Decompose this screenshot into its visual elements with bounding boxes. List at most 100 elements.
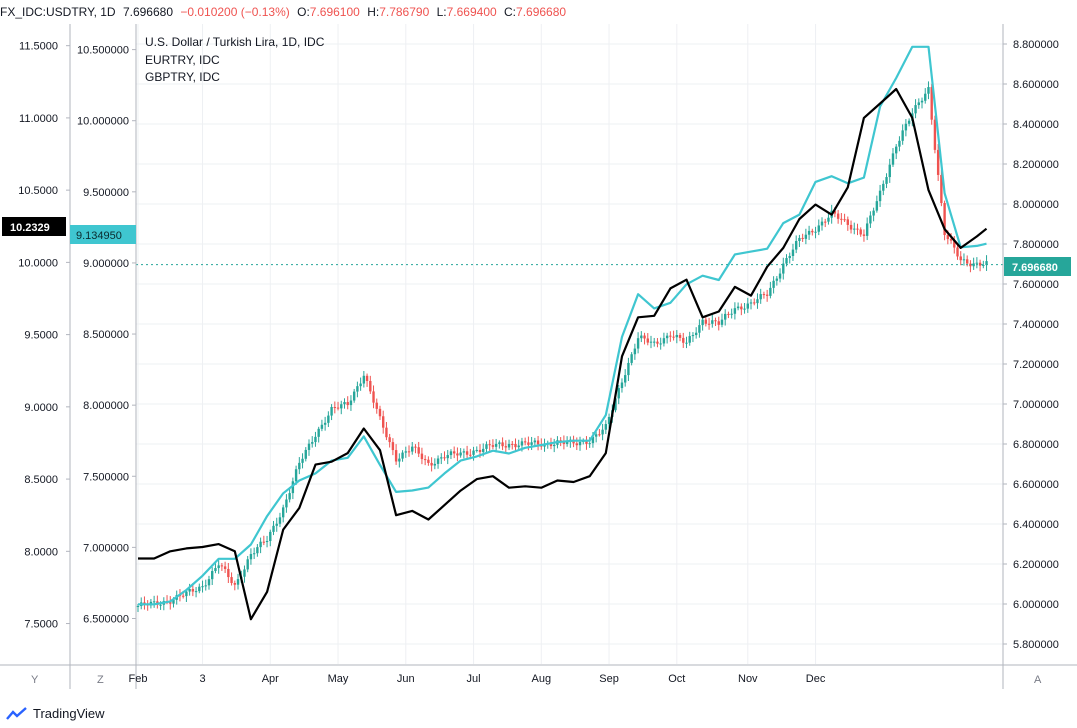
candle-body[interactable] bbox=[188, 588, 191, 592]
candle-body[interactable] bbox=[211, 571, 214, 580]
candle-body[interactable] bbox=[265, 541, 269, 543]
candle-body[interactable] bbox=[243, 569, 246, 577]
candle-body[interactable] bbox=[827, 217, 830, 222]
candle-body[interactable] bbox=[833, 210, 837, 214]
candle-body[interactable] bbox=[930, 87, 933, 120]
candle-body[interactable] bbox=[601, 429, 604, 435]
candle-body[interactable] bbox=[217, 565, 220, 569]
candle-body[interactable] bbox=[840, 218, 843, 220]
candle-body[interactable] bbox=[804, 234, 808, 239]
candle-body[interactable] bbox=[394, 450, 398, 462]
candle-body[interactable] bbox=[553, 444, 556, 447]
candle-body[interactable] bbox=[685, 342, 688, 344]
candle-body[interactable] bbox=[223, 566, 227, 569]
candle-body[interactable] bbox=[688, 336, 691, 343]
candle-body[interactable] bbox=[949, 239, 953, 241]
candle-body[interactable] bbox=[669, 335, 672, 337]
candle-body[interactable] bbox=[436, 458, 440, 464]
candle-body[interactable] bbox=[849, 224, 853, 230]
candle-body[interactable] bbox=[401, 452, 404, 459]
overlay-lines[interactable] bbox=[136, 45, 1003, 621]
candle-body[interactable] bbox=[749, 302, 753, 304]
candle-body[interactable] bbox=[485, 444, 488, 449]
candle-body[interactable] bbox=[836, 213, 840, 219]
candle-body[interactable] bbox=[498, 442, 501, 444]
candle-body[interactable] bbox=[172, 599, 175, 604]
candle-body[interactable] bbox=[727, 313, 730, 315]
candle-body[interactable] bbox=[753, 302, 756, 304]
candle-body[interactable] bbox=[152, 601, 156, 603]
candle-body[interactable] bbox=[504, 446, 508, 448]
candle-body[interactable] bbox=[507, 443, 511, 448]
candle-body[interactable] bbox=[307, 443, 311, 450]
candle-body[interactable] bbox=[646, 338, 649, 343]
candle-body[interactable] bbox=[523, 441, 527, 443]
candle-body[interactable] bbox=[475, 449, 478, 451]
candle-body[interactable] bbox=[714, 320, 717, 322]
candle-body[interactable] bbox=[743, 308, 746, 310]
candle-body[interactable] bbox=[288, 493, 291, 500]
candle-body[interactable] bbox=[446, 455, 449, 459]
candle-body[interactable] bbox=[946, 235, 950, 240]
candle-body[interactable] bbox=[775, 278, 779, 281]
candle-body[interactable] bbox=[491, 445, 495, 447]
candle-body[interactable] bbox=[536, 440, 540, 445]
candle-body[interactable] bbox=[675, 334, 679, 338]
candle-body[interactable] bbox=[191, 588, 195, 592]
candle-body[interactable] bbox=[382, 416, 385, 428]
candle-body[interactable] bbox=[736, 306, 740, 309]
candle-body[interactable] bbox=[875, 201, 879, 211]
candle-body[interactable] bbox=[252, 553, 256, 555]
candle-body[interactable] bbox=[672, 336, 675, 338]
candle-body[interactable] bbox=[372, 391, 375, 403]
candle-body[interactable] bbox=[778, 273, 782, 279]
candle-body[interactable] bbox=[417, 447, 420, 454]
candle-body[interactable] bbox=[349, 400, 353, 406]
candle-body[interactable] bbox=[707, 323, 711, 325]
candle-body[interactable] bbox=[591, 436, 595, 444]
candle-body[interactable] bbox=[320, 424, 324, 429]
candle-body[interactable] bbox=[904, 123, 908, 131]
candle-body[interactable] bbox=[275, 523, 278, 526]
candle-body[interactable] bbox=[494, 443, 498, 447]
candle-body[interactable] bbox=[340, 404, 343, 409]
candle-body[interactable] bbox=[272, 525, 275, 532]
candle-body[interactable] bbox=[901, 130, 904, 141]
candle-body[interactable] bbox=[236, 579, 240, 585]
candle-body[interactable] bbox=[136, 606, 140, 607]
candle-body[interactable] bbox=[653, 341, 656, 343]
candle-body[interactable] bbox=[291, 481, 295, 494]
price-chart[interactable]: 5.800000 6.000000 6.200000 6.400000 6.600000… bbox=[0, 24, 1077, 704]
candle-body[interactable] bbox=[659, 343, 662, 345]
candle-body[interactable] bbox=[443, 457, 446, 459]
eurtry-line[interactable] bbox=[138, 45, 987, 606]
candle-body[interactable] bbox=[604, 424, 608, 430]
candle-body[interactable] bbox=[356, 386, 359, 392]
candle-body[interactable] bbox=[433, 463, 437, 466]
candle-body[interactable] bbox=[936, 149, 940, 175]
candle-body[interactable] bbox=[269, 531, 272, 542]
candle-body[interactable] bbox=[330, 407, 333, 416]
candle-body[interactable] bbox=[765, 294, 769, 296]
candle-body[interactable] bbox=[882, 183, 885, 191]
candle-body[interactable] bbox=[520, 441, 524, 446]
candle-body[interactable] bbox=[259, 541, 262, 548]
candle-body[interactable] bbox=[456, 453, 459, 456]
candle-body[interactable] bbox=[769, 287, 772, 296]
candle-body[interactable] bbox=[865, 223, 869, 236]
candle-body[interactable] bbox=[869, 215, 872, 224]
candle-body[interactable] bbox=[801, 237, 804, 239]
candle-body[interactable] bbox=[469, 454, 472, 456]
candle-body[interactable] bbox=[388, 437, 391, 443]
candle-body[interactable] bbox=[636, 338, 640, 349]
candle-body[interactable] bbox=[788, 255, 791, 259]
candle-body[interactable] bbox=[317, 428, 320, 437]
candle-body[interactable] bbox=[391, 442, 395, 451]
candle-body[interactable] bbox=[249, 554, 253, 560]
candle-body[interactable] bbox=[772, 280, 775, 288]
candle-body[interactable] bbox=[262, 541, 266, 543]
candle-body[interactable] bbox=[452, 451, 456, 454]
candle-body[interactable] bbox=[794, 240, 798, 250]
candle-body[interactable] bbox=[953, 240, 956, 248]
candle-body[interactable] bbox=[220, 565, 224, 567]
